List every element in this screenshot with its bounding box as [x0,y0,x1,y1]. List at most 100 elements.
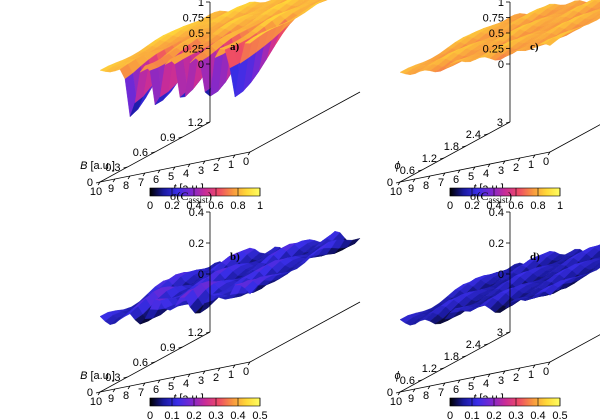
x-tick [532,154,536,159]
colorbar-tick-label: 0.4 [186,200,201,212]
y-tick-label: 3 [497,117,503,129]
colorbar-tick-label: 0.2 [486,410,501,420]
y-tick-label: 0.6 [400,165,415,177]
y-tick-label: 0 [387,177,393,189]
x-tick [187,163,191,168]
y-tick [205,121,211,124]
y-tick [178,346,183,349]
x-tick-label: 9 [108,393,114,405]
surface-d [399,244,600,326]
x-tick [457,169,461,174]
x-tick [397,181,401,186]
colorbar-tick-label: 0.3 [508,410,523,420]
x-tick [487,373,491,378]
x-tick-label: 6 [453,174,459,186]
y-tick [417,169,423,172]
z-tick-label: 0.4 [189,207,204,219]
z-tick-label: 0.5 [489,28,504,40]
z-tick-label: 0 [198,269,204,281]
x-tick [457,379,461,384]
x-tick-label: 8 [123,180,129,192]
x-tick [157,169,161,174]
y-tick-label: 1.2 [422,153,437,165]
x-tick [112,388,116,393]
y-tick [150,151,156,154]
y-tick-label: 0.6 [400,375,415,387]
y-axis-line [399,331,511,393]
colorbar-tick-label: 0 [447,410,453,420]
z-tick-label: 0.2 [189,238,204,250]
surface-cell [544,284,559,296]
x-tick [442,172,446,177]
x-tick-label: 8 [423,390,429,402]
x-tick-label: 1 [528,369,534,381]
y-tick [95,181,101,184]
colorbar-tick-label: 0.4 [486,200,501,212]
y-tick [439,157,445,160]
z-axis-label: σ(Cassist) [170,189,212,205]
x-tick-label: 7 [438,387,444,399]
y-tick-label: 0.3 [105,162,120,174]
y-tick [123,166,128,169]
y-tick [439,367,445,370]
colorbar-d [449,397,561,407]
colorbar-tick-label: 0.5 [252,410,267,420]
x-tick-label: 6 [153,384,159,396]
y-tick-label: 2.4 [466,129,481,141]
x-tick [217,157,221,162]
x-tick-label: 0 [543,156,549,168]
x-tick [172,166,176,171]
x-tick [532,364,536,369]
y-tick-label: 1.8 [444,141,459,153]
y-tick [150,361,156,364]
y-tick-label: 0.6 [133,147,148,159]
x-tick-label: 10 [90,396,102,408]
panel-label-c: c) [530,41,539,53]
x-tick-label: 2 [513,162,519,174]
x-tick-label: 2 [513,372,519,384]
back-edge-line [249,301,361,363]
panel-label-b: b) [230,251,240,263]
x-tick [412,388,416,393]
x-tick-label: 0 [543,366,549,378]
y-axis-label: ϕ [394,370,400,382]
z-tick-label: 0.75 [483,13,504,25]
x-tick-label: 5 [168,171,174,183]
x-tick-label: 7 [138,177,144,189]
x-tick-label: 10 [390,396,402,408]
x-tick-label: 3 [198,165,204,177]
z-tick-label: 0.25 [483,44,504,56]
x-tick [397,391,401,396]
surface-c [399,0,600,76]
x-tick-label: 10 [90,186,102,198]
colorbar-tick-label: 0 [147,410,153,420]
x-tick [232,154,236,159]
surface-cell [244,36,259,44]
z-tick-label: 0.2 [489,238,504,250]
x-tick [97,181,101,186]
x-tick [412,178,416,183]
colorbar-tick-label: 0.3 [208,410,223,420]
surface-cell [244,280,259,295]
colorbar-tick-label: 0 [447,200,453,212]
colorbar-tick-label: 0 [147,200,153,212]
y-tick-label: 1.8 [444,351,459,363]
x-tick [127,385,131,390]
x-tick-label: 5 [168,381,174,393]
y-tick-label: 3 [497,327,503,339]
back-edge-line [549,124,600,153]
colorbar-tick-label: 0.8 [230,200,245,212]
x-tick [217,367,221,372]
y-tick-label: 1.2 [422,363,437,375]
y-tick-label: 0.9 [160,132,175,144]
x-tick [202,160,206,165]
z-tick-label: 0 [198,59,204,71]
colorbar-tick-label: 0.1 [164,410,179,420]
colorbar-tick-label: 0.6 [508,200,523,212]
x-tick [202,370,206,375]
x-tick-label: 0 [243,366,249,378]
x-tick-label: 5 [468,171,474,183]
z-tick-label: 0.75 [183,13,204,25]
colorbar-tick-label: 0.2 [464,200,479,212]
